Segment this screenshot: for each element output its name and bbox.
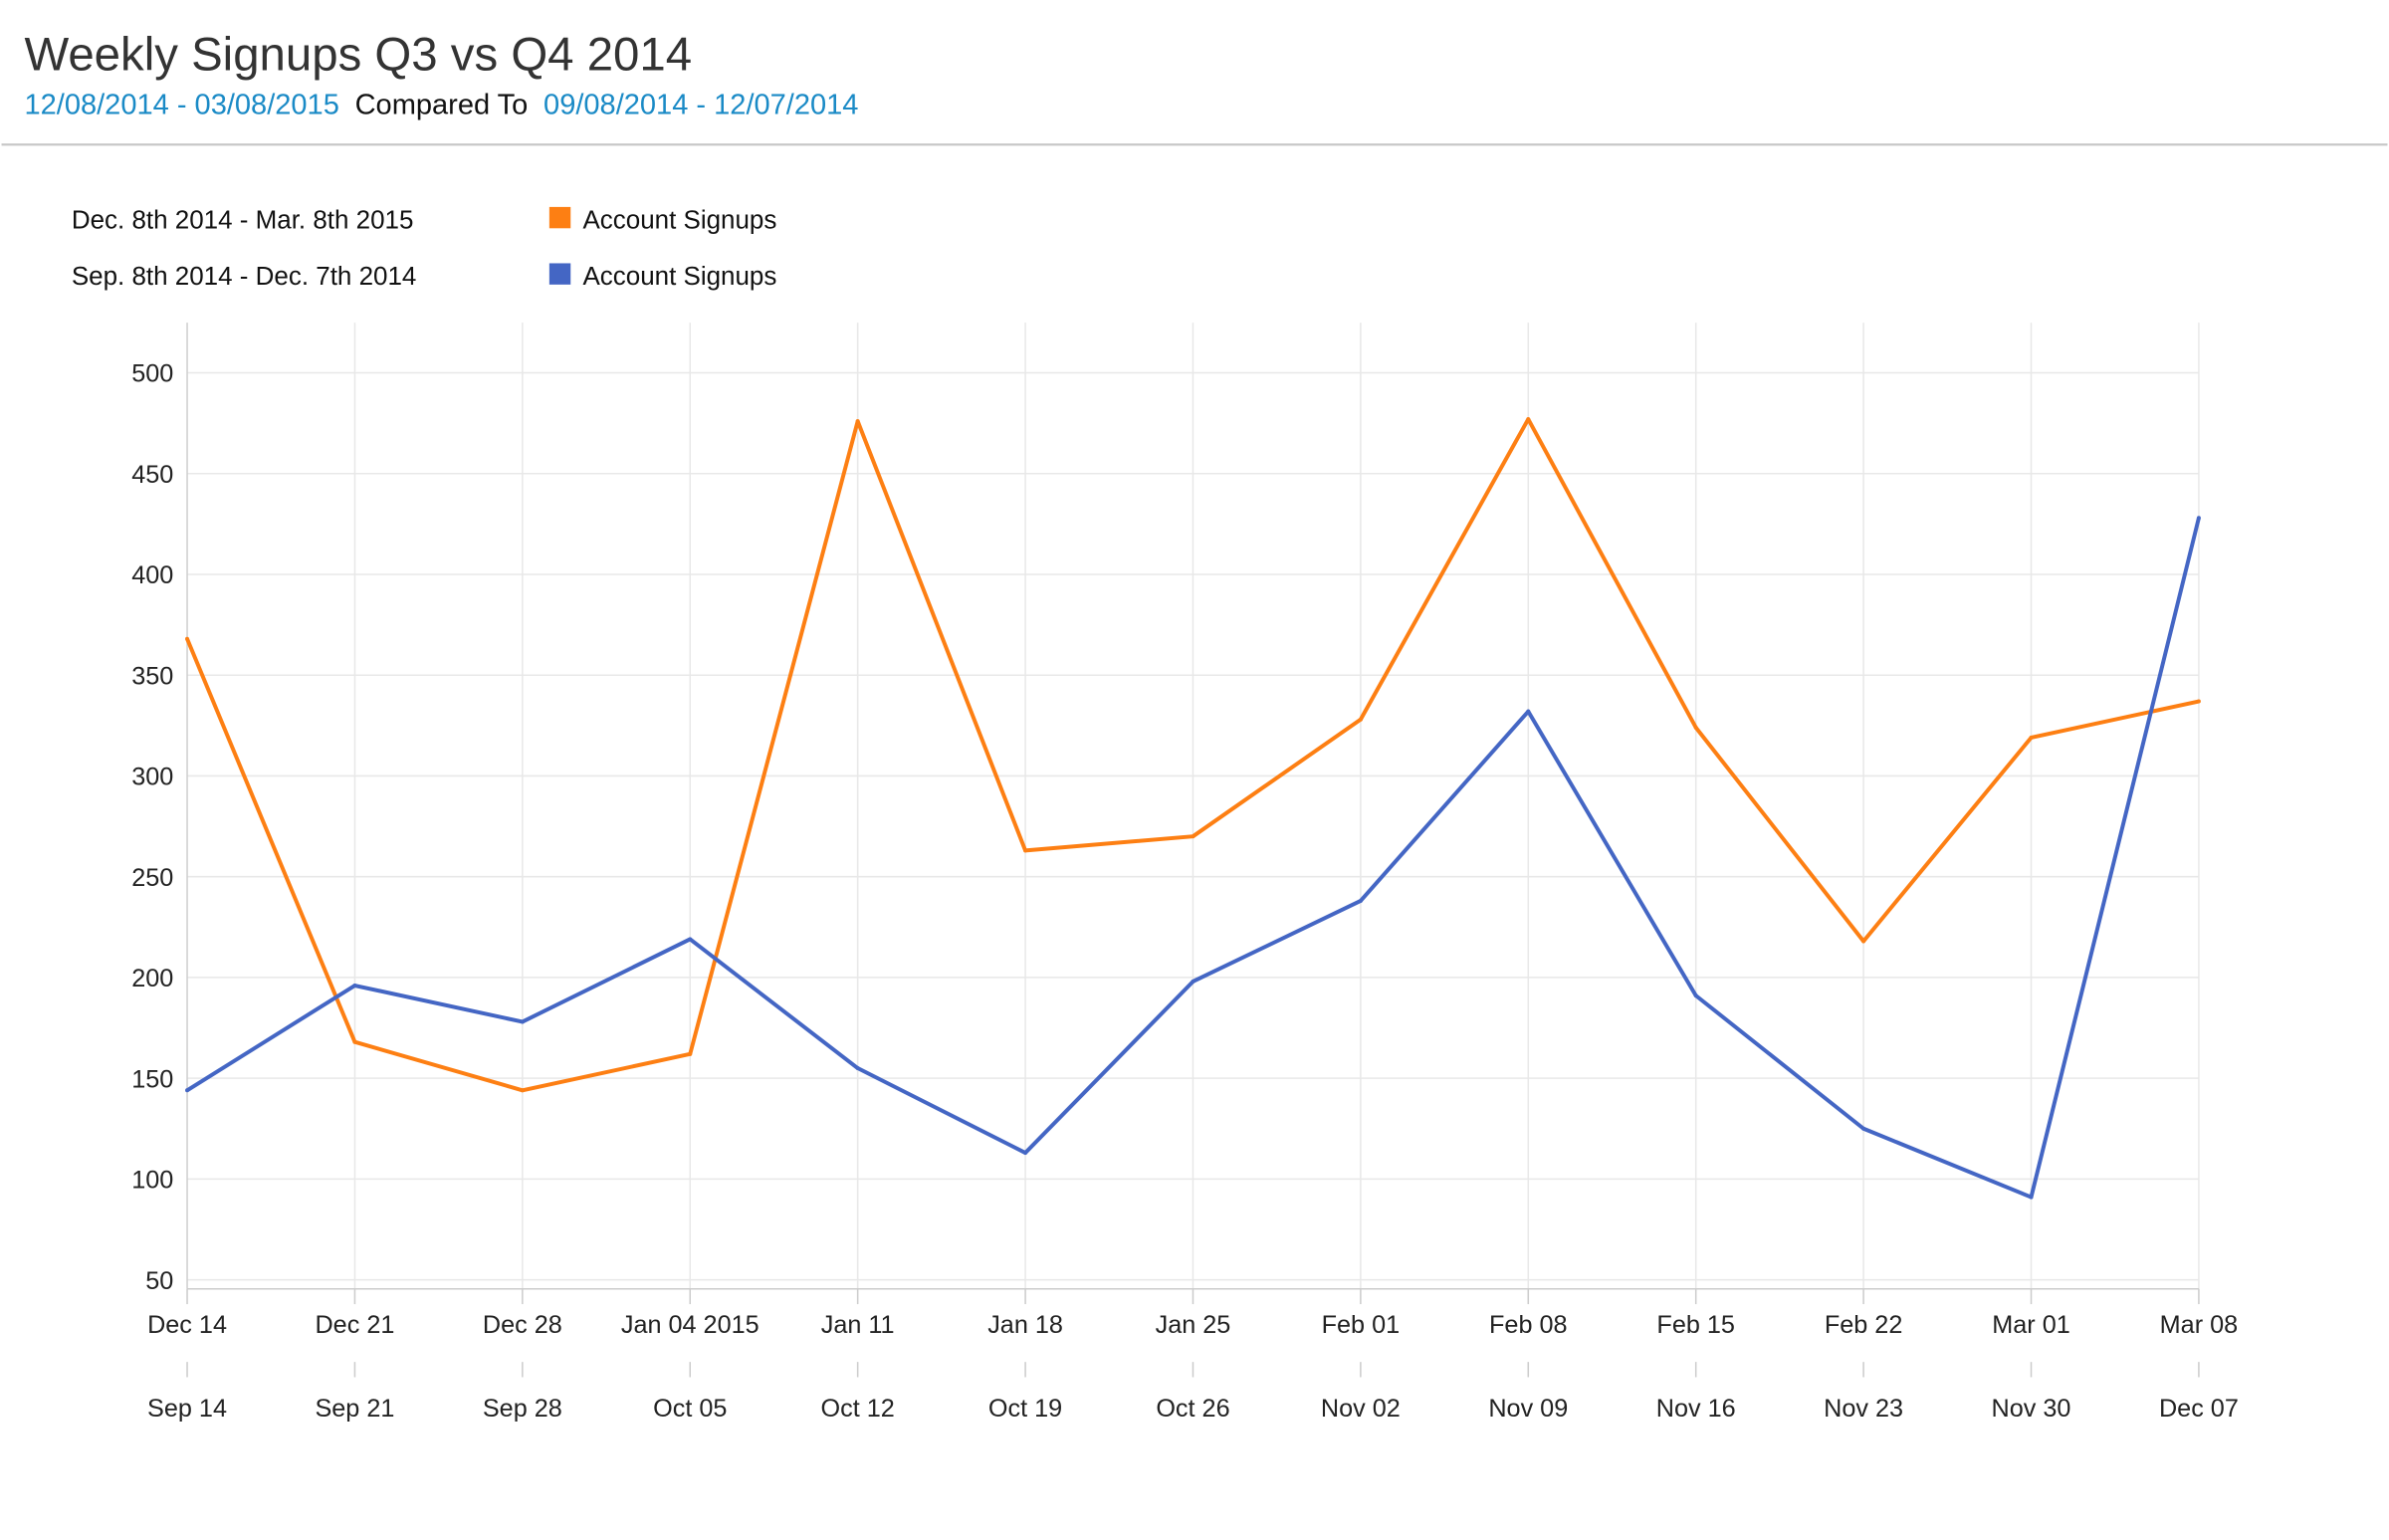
y-tick-label: 200	[131, 965, 173, 992]
x-tick-label-previous: Sep 21	[315, 1395, 394, 1423]
previous-range-link[interactable]: 09/08/2014 - 12/07/2014	[543, 90, 858, 121]
data-point[interactable]	[1191, 834, 1195, 839]
y-tick-label: 150	[131, 1065, 173, 1093]
data-point[interactable]	[855, 1066, 860, 1071]
header: Weekly Signups Q3 vs Q4 2014 12/08/2014 …	[1, 28, 2388, 146]
x-tick-label-previous: Oct 26	[1156, 1395, 1229, 1423]
data-point[interactable]	[1023, 1151, 1028, 1156]
x-tick-label-current: Jan 11	[821, 1311, 895, 1339]
legend-label-current[interactable]: Account Signups	[582, 204, 776, 234]
x-tick-label-previous: Oct 05	[653, 1395, 727, 1423]
data-point[interactable]	[1526, 417, 1531, 422]
data-point[interactable]	[688, 1051, 693, 1056]
x-tick-label-current: Feb 08	[1489, 1311, 1568, 1339]
x-axis: Dec 14 Sep 14 Dec 21 Sep 21 Dec 28 Sep 28 Jan …	[147, 1288, 2239, 1423]
y-tick-label: 50	[145, 1267, 173, 1295]
data-point[interactable]	[1693, 725, 1698, 730]
y-tick-label: 400	[131, 561, 173, 589]
x-tick-label-previous: Nov 09	[1488, 1395, 1568, 1423]
x-tick-label-previous: Sep 28	[483, 1395, 562, 1423]
legend-period-previous: Sep. 8th 2014 - Dec. 7th 2014	[72, 261, 417, 291]
data-point[interactable]	[1191, 979, 1195, 984]
legend-swatch-current	[548, 206, 571, 229]
data-point[interactable]	[2029, 735, 2034, 740]
x-tick-label-previous: Nov 23	[1824, 1395, 1903, 1423]
x-tick-label-previous: Nov 02	[1321, 1395, 1401, 1423]
data-point[interactable]	[1526, 709, 1531, 714]
series-lines	[185, 417, 2201, 1200]
x-tick-label-previous: Sep 14	[147, 1395, 227, 1423]
x-tick-label-previous: Dec 07	[2159, 1395, 2239, 1423]
legend-label-previous[interactable]: Account Signups	[582, 261, 776, 291]
data-point[interactable]	[185, 636, 190, 641]
x-tick-label-current: Mar 08	[2160, 1311, 2239, 1339]
x-tick-label-current: Jan 04 2015	[621, 1311, 760, 1339]
data-point[interactable]	[1693, 993, 1698, 998]
data-point[interactable]	[2196, 699, 2201, 704]
data-point[interactable]	[520, 1088, 525, 1093]
data-point[interactable]	[352, 984, 357, 988]
x-tick-label-current: Mar 01	[1992, 1311, 2070, 1339]
data-point[interactable]	[1358, 898, 1363, 903]
y-tick-label: 450	[131, 461, 173, 489]
x-tick-label-current: Dec 28	[483, 1311, 562, 1339]
data-point[interactable]	[1861, 1126, 1866, 1131]
data-point[interactable]	[520, 1019, 525, 1024]
data-point[interactable]	[1861, 939, 1866, 944]
y-tick-label: 350	[131, 662, 173, 690]
data-point[interactable]	[2196, 516, 2201, 521]
legend-swatch-previous	[548, 263, 571, 285]
y-tick-label: 250	[131, 864, 173, 892]
x-tick-label-current: Feb 22	[1825, 1311, 1903, 1339]
legend-period-current: Dec. 8th 2014 - Mar. 8th 2015	[72, 204, 414, 234]
x-tick-label-previous: Oct 12	[821, 1395, 895, 1423]
data-point[interactable]	[185, 1088, 190, 1093]
page-title: Weekly Signups Q3 vs Q4 2014	[24, 28, 692, 81]
svg-text:12/08/2014 - 03/08/2015: 12/08/2014 - 03/08/2015 Compared To 09/0…	[24, 90, 858, 121]
legend: Dec. 8th 2014 - Mar. 8th 2015 Account Si…	[72, 204, 777, 291]
current-range-link[interactable]: 12/08/2014 - 03/08/2015	[24, 90, 338, 121]
x-tick-label-previous: Oct 19	[988, 1395, 1062, 1423]
data-point[interactable]	[855, 419, 860, 424]
x-tick-label-previous: Nov 16	[1656, 1395, 1736, 1423]
y-tick-label: 300	[131, 764, 173, 791]
data-point[interactable]	[2029, 1195, 2034, 1200]
y-axis: 50 100 150 200 250 300 350 400 450 500	[131, 360, 173, 1295]
x-tick-label-current: Dec 14	[147, 1311, 227, 1339]
y-tick-label: 500	[131, 360, 173, 388]
x-tick-label-previous: Nov 30	[1992, 1395, 2071, 1423]
data-point[interactable]	[352, 1039, 357, 1044]
compared-to-label: Compared To	[355, 90, 529, 121]
data-point[interactable]	[1023, 848, 1028, 853]
data-point[interactable]	[688, 937, 693, 942]
x-tick-label-current: Jan 25	[1156, 1311, 1231, 1339]
data-point[interactable]	[1358, 717, 1363, 722]
x-tick-label-current: Jan 18	[987, 1311, 1063, 1339]
y-tick-label: 100	[131, 1167, 173, 1195]
x-tick-label-current: Dec 21	[315, 1311, 394, 1339]
x-tick-label-current: Feb 01	[1322, 1311, 1401, 1339]
x-tick-label-current: Feb 15	[1656, 1311, 1735, 1339]
